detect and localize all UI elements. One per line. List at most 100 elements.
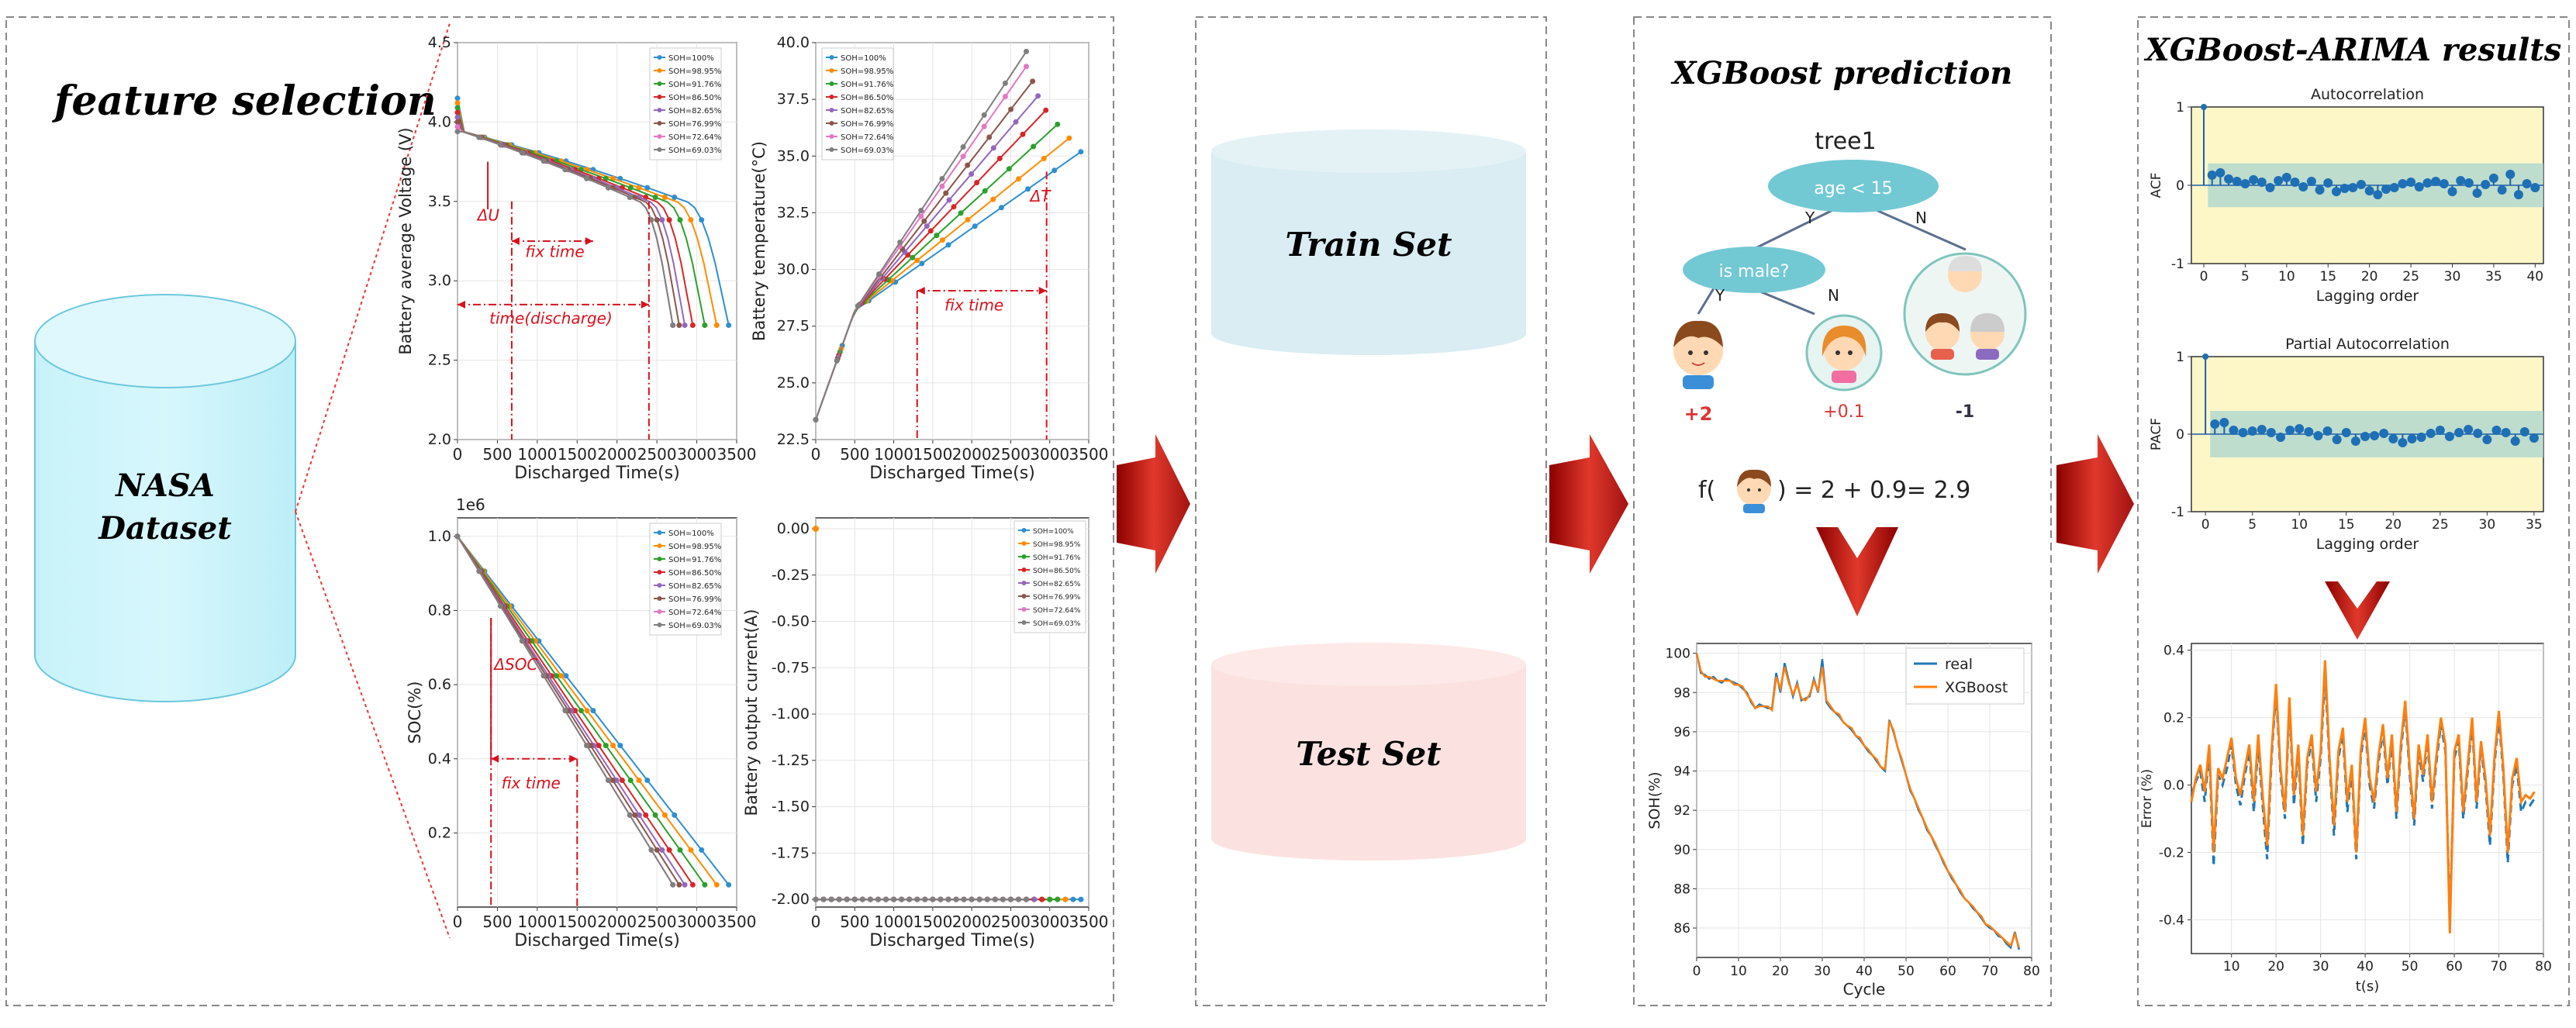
- soc-series-marker: [603, 743, 609, 749]
- current-series-marker: [961, 896, 967, 902]
- acf-point: [2513, 190, 2523, 200]
- soc-series-marker: [652, 812, 658, 818]
- soc-series-marker: [519, 638, 525, 644]
- voltage-legend-label: SOH=82.65%: [668, 107, 721, 116]
- acf-point: [2381, 185, 2391, 195]
- sohpred-ytick-label: 90: [1673, 843, 1690, 858]
- temp-xtick-label: 2000: [952, 445, 992, 464]
- voltage-legend: [649, 47, 722, 160]
- temp-fix-label: fix time: [944, 296, 1003, 315]
- test-set-cylinder: Test Set: [1211, 643, 1526, 861]
- temp-series-marker: [1051, 167, 1058, 174]
- soc-legend-marker: [657, 623, 662, 627]
- acf-point: [2422, 178, 2433, 188]
- temp-ytick-label: 25.0: [777, 374, 810, 392]
- soc-series-marker: [578, 708, 584, 714]
- boy-small-icon: [1737, 469, 1771, 513]
- acf-point: [2389, 183, 2399, 193]
- current-series-marker: [945, 896, 951, 902]
- voltage-series-marker: [476, 134, 482, 140]
- current-legend-label: SOH=82.65%: [1033, 581, 1081, 588]
- current-series-marker: [1039, 896, 1045, 902]
- current-xtick-label: 3500: [1069, 912, 1109, 931]
- acf-xtick-label: 35: [2485, 269, 2502, 285]
- zoom-line-bottom: [295, 511, 451, 939]
- no-label-child: N: [1828, 286, 1839, 305]
- voltage-legend-label: SOH=72.64%: [668, 133, 721, 142]
- current-legend-label: SOH=76.99%: [1033, 594, 1081, 602]
- temp-series-marker: [990, 196, 996, 202]
- soc-series-marker: [558, 673, 565, 679]
- current-series-marker: [851, 896, 858, 902]
- temp-series-marker: [946, 197, 952, 203]
- current-xtick-label: 1000: [874, 912, 913, 931]
- acf-point: [2323, 178, 2333, 188]
- current-xtick-label: 2500: [991, 912, 1031, 931]
- pacf-point: [2276, 433, 2286, 442]
- zoom-line-top: [295, 22, 451, 512]
- current-series-marker: [1078, 896, 1084, 902]
- voltage-du-label: ΔU: [476, 205, 500, 224]
- acf-point: [2265, 183, 2275, 193]
- current-series-marker: [1062, 896, 1069, 902]
- pacf-ytick-label: 1: [2176, 350, 2184, 365]
- voltage-xlabel: Discharged Time(s): [514, 464, 680, 483]
- soc-series-marker: [554, 673, 559, 679]
- pacf-xtick-label: 25: [2432, 517, 2449, 533]
- sohpred-xtick-label: 70: [1981, 964, 1998, 979]
- decision-tree: age < 15 is male? Y N Y N: [1673, 160, 2027, 425]
- current-series-marker: [984, 896, 990, 902]
- error-xtick-label: 20: [2267, 959, 2284, 975]
- voltage-legend-marker: [657, 95, 662, 99]
- voltage-series-marker: [603, 175, 609, 181]
- temp-legend-marker: [829, 121, 834, 126]
- temp-xtick-label: 0: [811, 445, 821, 464]
- current-xtick-label: 3000: [1030, 912, 1069, 931]
- acf-point: [2215, 167, 2226, 178]
- temp-series-marker: [943, 190, 949, 196]
- sohpred-series-XGBoost: [1695, 653, 2020, 948]
- current-series-marker: [953, 896, 959, 902]
- temp-series-marker: [998, 205, 1004, 211]
- current-series-marker: [859, 896, 865, 902]
- pacf-xtick-label: 5: [2248, 517, 2257, 533]
- current-series-marker: [836, 896, 842, 902]
- pacf-point: [2229, 426, 2239, 435]
- pacf-point: [2435, 426, 2445, 435]
- nasa-dataset-cylinder: NASA Dataset: [34, 294, 296, 702]
- pacf-point: [2360, 432, 2370, 441]
- sohpred-xlabel: Cycle: [1843, 980, 1886, 999]
- current-legend-label: SOH=100%: [1033, 528, 1074, 536]
- voltage-series-marker: [682, 323, 688, 328]
- temp-ytick-label: 27.5: [777, 318, 810, 335]
- voltage-legend-marker: [657, 134, 662, 139]
- current-series-marker: [1031, 896, 1038, 902]
- soc-legend-marker: [657, 596, 662, 601]
- temp-legend: [821, 47, 894, 160]
- voltage-xtick-label: 1500: [558, 445, 597, 464]
- temp-legend-marker: [829, 55, 834, 60]
- voltage-series-marker: [672, 195, 678, 200]
- pacf-point: [2491, 426, 2502, 435]
- current-xtick-label: 2000: [952, 912, 992, 931]
- acf-point: [2356, 179, 2366, 189]
- current-legend-marker: [1021, 607, 1027, 612]
- voltage-series-marker: [636, 185, 642, 191]
- current-legend-label: SOH=69.03%: [1033, 620, 1081, 628]
- soc-ytick-label: 0.4: [428, 750, 451, 768]
- temp-series-marker: [1013, 119, 1019, 125]
- soc-series-marker: [682, 881, 688, 888]
- soc-legend-label: SOH=72.64%: [668, 609, 721, 617]
- soc-xlabel: Discharged Time(s): [514, 931, 680, 950]
- soc-legend-label: SOH=91.76%: [668, 556, 721, 564]
- voltage-xtick-label: 0: [453, 445, 463, 464]
- acf-xtick-label: 15: [2319, 269, 2336, 285]
- soc-series-marker: [609, 778, 616, 783]
- current-series-marker: [891, 896, 897, 902]
- soc-series-marker: [654, 847, 660, 853]
- soc-series-marker: [540, 673, 547, 679]
- acf-xtick-label: 5: [2241, 269, 2250, 285]
- current-series-marker: [969, 896, 975, 902]
- soc-series-marker: [636, 778, 642, 783]
- soc-series-marker: [677, 847, 683, 853]
